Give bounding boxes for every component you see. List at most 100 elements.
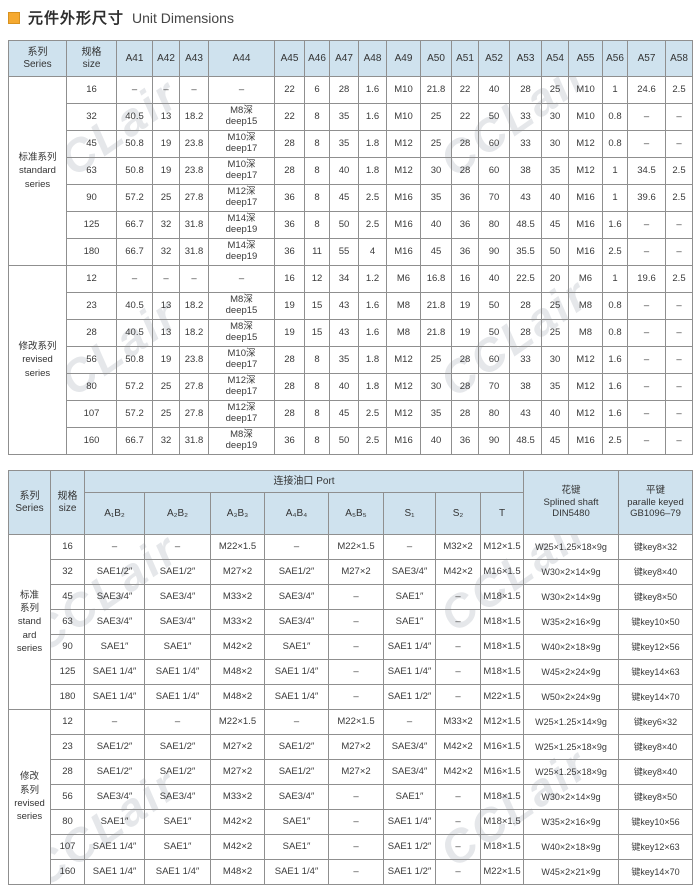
data-cell: 30 [420, 373, 452, 401]
data-cell: 28 [451, 130, 479, 158]
data-cell: 23.8 [179, 346, 209, 374]
data-cell: M42×2 [210, 634, 265, 660]
data-cell: SAE1 1/4″ [84, 834, 145, 860]
data-cell: M18×1.5 [480, 609, 524, 635]
data-cell: – [627, 103, 666, 131]
data-cell: M16×1.5 [480, 559, 524, 585]
table-row: 32 SAE1/2″ SAE1/2″ M27×2 SAE1/2″ M27×2 SAE3/4″… [9, 559, 693, 585]
data-cell: 8 [304, 103, 330, 131]
data-cell: SAE1 1/4″ [84, 659, 145, 685]
data-cell: 2.5 [665, 76, 693, 104]
data-cell: – [383, 709, 436, 735]
column-header: A52 [478, 40, 510, 77]
data-cell: 16 [451, 265, 479, 293]
data-cell: SAE3/4″ [84, 784, 145, 810]
data-cell: 36 [274, 238, 305, 266]
data-cell: 33 [509, 130, 542, 158]
data-cell: 25 [152, 400, 180, 428]
data-cell: 66.7 [116, 211, 153, 239]
data-cell: SAE3/4″ [264, 784, 329, 810]
column-header: A₁B₂ [84, 492, 145, 535]
data-cell: 25 [420, 346, 452, 374]
data-cell: SAE3/4″ [383, 559, 436, 585]
data-cell: 1.8 [358, 346, 387, 374]
column-header: A47 [329, 40, 359, 77]
data-cell: M12 [386, 400, 421, 428]
data-cell: – [435, 809, 481, 835]
data-cell: 50 [329, 427, 359, 455]
data-cell: – [627, 400, 666, 428]
data-cell: M8深 deep15 [208, 292, 275, 320]
data-cell: 0.8 [602, 103, 628, 131]
data-cell: 40.5 [116, 292, 153, 320]
data-cell: 键key10×56 [618, 809, 693, 835]
table-row: 90 SAE1″ SAE1″ M42×2 SAE1″ – SAE1 1/4″ – M18×1.5… [9, 634, 693, 660]
data-cell: 66.7 [116, 427, 153, 455]
data-cell: – [627, 319, 666, 347]
data-cell: 27.8 [179, 184, 209, 212]
table-row: 修改系列 revised series 12– – – –16 12 34 1.2 M6 16.8… [8, 265, 693, 455]
column-header: A43 [179, 40, 209, 77]
data-cell: M27×2 [328, 759, 384, 785]
data-cell: – [84, 534, 145, 560]
data-cell: 1.6 [602, 211, 628, 239]
data-cell: 18.2 [179, 319, 209, 347]
data-cell: 40 [541, 400, 569, 428]
port-group-header: 连接油口 Port [84, 470, 524, 493]
data-cell: 2.5 [358, 427, 387, 455]
data-cell: M42×2 [435, 759, 481, 785]
data-cell: SAE3/4″ [144, 609, 211, 635]
data-cell: 60 [478, 346, 510, 374]
data-cell: 40 [478, 265, 510, 293]
data-cell: M14深 deep19 [208, 238, 275, 266]
data-cell: – [179, 265, 209, 293]
data-cell: 28 [451, 157, 479, 185]
data-cell: – [665, 238, 693, 266]
data-cell: – [435, 684, 481, 710]
data-cell: M22×1.5 [328, 534, 384, 560]
data-cell: M10深 deep17 [208, 157, 275, 185]
data-cell: 27.8 [179, 373, 209, 401]
data-cell: 34 [329, 265, 359, 293]
data-cell: SAE1″ [144, 634, 211, 660]
table2-header-row-1: 系列 Series 规格 size 连接油口 Port 花键 Splined s… [8, 470, 693, 535]
page-title-english: Unit Dimensions [132, 9, 234, 26]
size-cell: 63 [50, 609, 85, 635]
data-cell: SAE1 1/4″ [144, 859, 211, 885]
column-header: A49 [386, 40, 421, 77]
size-cell: 125 [50, 659, 85, 685]
size-cell: 45 [66, 130, 117, 158]
data-cell: 50 [329, 211, 359, 239]
data-cell: 18.2 [179, 292, 209, 320]
data-cell: SAE3/4″ [144, 584, 211, 610]
data-cell: 19 [451, 319, 479, 347]
data-cell: 32 [152, 427, 180, 455]
data-cell: – [665, 292, 693, 320]
column-header: A46 [304, 40, 330, 77]
size-cell: 32 [66, 103, 117, 131]
data-cell: SAE1″ [144, 834, 211, 860]
table-row: 标准 系列 stand ard series 16– – M22×1.5– M22×1.… [8, 534, 693, 710]
data-cell: 8 [304, 427, 330, 455]
data-cell: 35.5 [509, 238, 542, 266]
data-cell: M18×1.5 [480, 784, 524, 810]
data-cell: – [328, 859, 384, 885]
data-cell: – [383, 534, 436, 560]
data-cell: W40×2×18×9g [523, 634, 619, 660]
table-row: 125 SAE1 1/4″ SAE1 1/4″ M48×2 SAE1 1/4″ – SAE1… [9, 659, 693, 685]
data-cell: SAE1 1/4″ [144, 684, 211, 710]
data-cell: 11 [304, 238, 330, 266]
data-cell: M12深 deep17 [208, 400, 275, 428]
data-cell: SAE1/2″ [84, 734, 145, 760]
data-cell: 8 [304, 373, 330, 401]
data-cell: 6 [304, 76, 330, 104]
data-cell: M8 [568, 292, 603, 320]
splined-shaft-column-header: 花键 Splined shaft DIN5480 [523, 470, 619, 535]
data-cell: 34.5 [627, 157, 666, 185]
size-cell: 12 [66, 265, 117, 293]
data-cell: M18×1.5 [480, 634, 524, 660]
data-cell: 48.5 [509, 211, 542, 239]
series-group-label: 修改 系列 revised series [8, 709, 51, 885]
data-cell: 25 [541, 292, 569, 320]
data-cell: 35 [420, 400, 452, 428]
